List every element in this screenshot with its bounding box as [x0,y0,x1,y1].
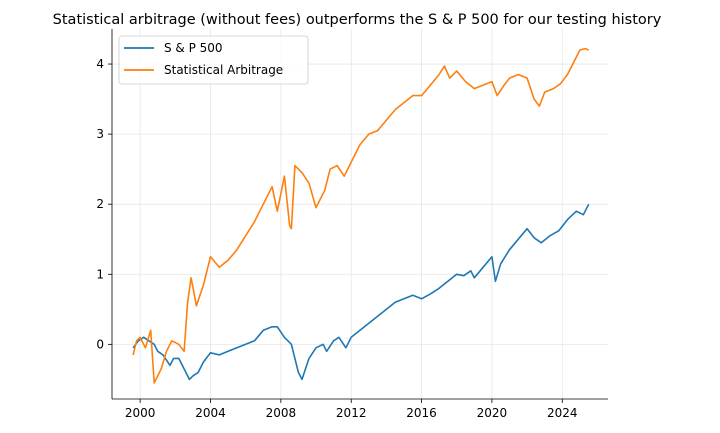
legend-label-statistical-arbitrage: Statistical Arbitrage [164,63,283,77]
y-tick-label: 2 [96,197,104,211]
grid [112,29,608,399]
x-tick-label: 2008 [266,406,297,420]
x-tick-label: 2024 [547,406,578,420]
y-tick-label: 1 [96,267,104,281]
x-tick-label: 2020 [477,406,508,420]
series-line-statistical-arbitrage [132,47,589,384]
series-layer [132,47,590,384]
series-line-s-p-500 [132,203,590,381]
y-tick-label: 4 [96,57,104,71]
x-tick-label: 2016 [406,406,437,420]
y-tick-label: 0 [96,337,104,351]
x-tick-label: 2012 [336,406,367,420]
chart-title: Statistical arbitrage (without fees) out… [53,12,662,28]
legend-box [118,35,309,85]
legend: S & P 500 Statistical Arbitrage [118,35,309,85]
y-tick-label: 3 [96,127,104,141]
x-tick-label: 2000 [125,406,156,420]
x-tick-label: 2004 [195,406,226,420]
axes [111,29,608,400]
legend-label-s-p-500: S & P 500 [164,41,223,55]
tick-layer: 2000 2004 2008 2012 2016 2020 2024 0 1 2 3 4 [96,57,577,420]
